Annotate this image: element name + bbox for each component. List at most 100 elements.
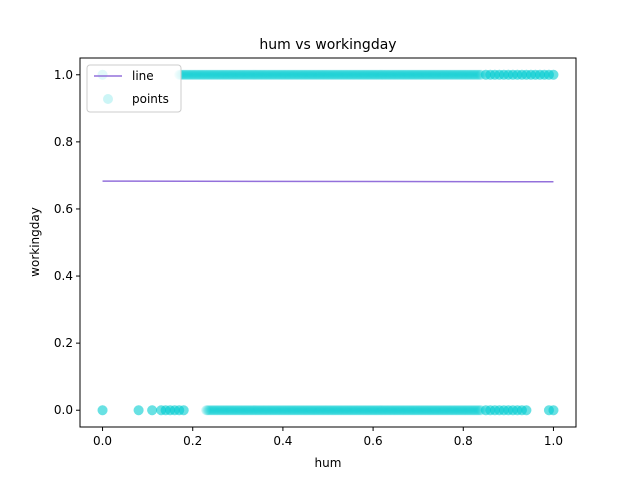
data-point [434,69,445,80]
data-point [165,405,176,416]
data-point [212,405,223,416]
data-point [512,69,523,80]
data-point [324,69,335,80]
data-point [334,405,345,416]
data-point [507,69,518,80]
data-point [309,405,320,416]
data-point [469,69,480,80]
data-point [165,405,176,416]
data-point [304,405,315,416]
data-point [246,69,257,80]
data-point [439,405,450,416]
data-point [275,69,286,80]
data-point [245,69,256,80]
data-point [283,405,294,416]
data-point [282,69,293,80]
data-point [462,405,473,416]
data-point [302,405,313,416]
data-point [364,405,375,416]
data-point [247,405,258,416]
data-point [272,405,283,416]
data-point [205,69,216,80]
data-point [454,69,465,80]
data-point [471,69,482,80]
data-point [279,405,290,416]
data-point [391,69,402,80]
data-point [507,69,518,80]
data-point [227,405,238,416]
data-point [328,69,339,80]
data-point [436,405,447,416]
data-point [251,69,262,80]
y-axis-label: workingday [28,207,42,277]
data-point [263,69,274,80]
data-point [336,405,347,416]
data-point [389,69,400,80]
data-point [294,405,305,416]
data-point [337,405,348,416]
data-point [283,69,294,80]
data-point [448,69,459,80]
data-point [218,69,229,80]
data-point [452,69,463,80]
data-point [422,405,433,416]
data-point [456,405,467,416]
data-point [226,69,237,80]
data-point [300,405,311,416]
data-point [256,69,267,80]
data-point [503,405,514,416]
data-point [238,405,249,416]
data-point [468,405,479,416]
data-point [365,405,376,416]
data-point [209,69,220,80]
data-point [273,69,284,80]
data-point [320,69,331,80]
data-point [516,69,527,80]
data-point [507,405,518,416]
data-point [485,405,496,416]
data-point [442,405,453,416]
data-point [548,69,559,80]
data-point [390,69,401,80]
data-point [235,69,246,80]
data-point [329,405,340,416]
data-point [382,405,393,416]
data-point [387,69,398,80]
data-point [410,69,421,80]
data-point [444,405,455,416]
data-point [328,405,339,416]
data-point [338,405,349,416]
data-point [317,405,328,416]
y-tick-label: 0.6 [54,202,73,216]
data-point [200,69,211,80]
data-point [485,405,496,416]
data-point [363,69,374,80]
data-point [462,69,473,80]
data-point [485,405,496,416]
data-point [291,69,302,80]
data-point [390,405,401,416]
data-point [156,405,167,416]
data-point [313,69,324,80]
data-point [231,405,242,416]
data-point [204,405,215,416]
data-point [470,69,481,80]
data-point [512,69,523,80]
data-point [413,405,424,416]
data-point [507,405,518,416]
fit-line [102,180,554,183]
data-point [543,405,554,416]
data-point [525,69,536,80]
data-point [212,69,223,80]
data-point [259,405,270,416]
x-tick-label: 0.0 [93,434,112,448]
data-point [427,69,438,80]
data-point [489,405,500,416]
data-point [498,405,509,416]
data-point [357,69,368,80]
data-point [187,69,198,80]
data-point [460,405,471,416]
data-point [326,405,337,416]
data-point [437,69,448,80]
data-point [353,405,364,416]
